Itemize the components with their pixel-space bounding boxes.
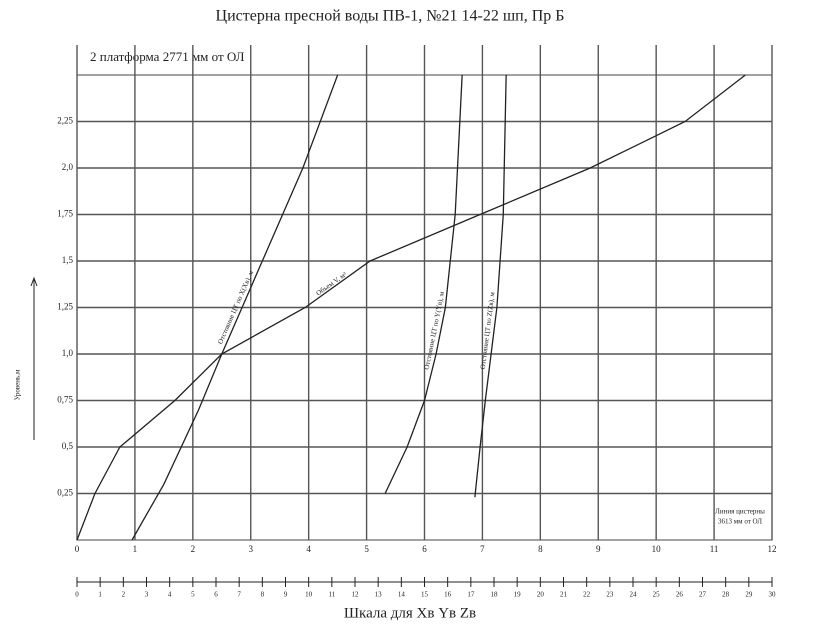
x2-tick-label: 19	[514, 591, 522, 599]
x-tick-label: 2	[191, 544, 196, 554]
x2-tick-label: 24	[630, 591, 638, 599]
x2-tick-label: 15	[421, 591, 429, 599]
x2-tick-label: 5	[191, 591, 195, 599]
x-tick-label: 8	[538, 544, 543, 554]
annotation: Линия цистерны	[715, 508, 765, 516]
x2-tick-label: 14	[398, 591, 406, 599]
x2-tick-label: 7	[237, 591, 241, 599]
x2-tick-label: 2	[122, 591, 126, 599]
x2-tick-label: 1	[98, 591, 102, 599]
x2-tick-label: 25	[653, 591, 661, 599]
y-tick-label: 1,5	[62, 255, 74, 265]
x2-tick-label: 30	[769, 591, 777, 599]
x-tick-label: 7	[480, 544, 485, 554]
y-tick-label: 2,25	[57, 116, 73, 126]
chart-title: Цистерна пресной воды ПВ-1, №21 14-22 шп…	[216, 8, 565, 25]
x2-tick-label: 18	[491, 591, 499, 599]
x-tick-label: 1	[133, 544, 138, 554]
x2-tick-label: 8	[261, 591, 265, 599]
x-tick-label: 6	[422, 544, 427, 554]
y-tick-label: 0,25	[57, 488, 73, 498]
x-tick-label: 12	[768, 544, 777, 554]
y-tick-label: 1,75	[57, 209, 73, 219]
x2-tick-label: 20	[537, 591, 545, 599]
x2-tick-label: 0	[75, 591, 79, 599]
x2-tick-label: 28	[722, 591, 730, 599]
annotation: 3613 мм от ОЛ	[718, 518, 762, 526]
y-tick-label: 1,0	[62, 348, 74, 358]
x2-tick-label: 6	[214, 591, 218, 599]
x-tick-label: 4	[306, 544, 311, 554]
x2-tick-label: 26	[676, 591, 684, 599]
x2-tick-label: 10	[305, 591, 313, 599]
series-line	[474, 74, 507, 498]
y-axis-label: Уровень,м	[14, 369, 22, 400]
x2-tick-label: 17	[467, 591, 475, 599]
y-tick-label: 1,25	[57, 302, 73, 312]
x2-tick-label: 9	[284, 591, 288, 599]
x2-tick-label: 11	[328, 591, 335, 599]
x2-tick-label: 13	[375, 591, 383, 599]
y-tick-label: 0,5	[62, 441, 74, 451]
x-tick-label: 11	[710, 544, 719, 554]
series-line	[131, 74, 339, 541]
x2-tick-label: 16	[444, 591, 452, 599]
x-tick-label: 9	[596, 544, 601, 554]
x2-tick-label: 29	[745, 591, 753, 599]
y-tick-label: 2,0	[62, 162, 74, 172]
x2-tick-label: 12	[352, 591, 360, 599]
chart-subtitle: 2 платформа 2771 мм от ОЛ	[90, 49, 245, 64]
x2-tick-label: 4	[168, 591, 172, 599]
x-tick-label: 5	[364, 544, 369, 554]
y-tick-label: 0,75	[57, 395, 73, 405]
y-axis-arrowhead	[30, 276, 38, 287]
series-line	[76, 74, 746, 541]
series-line	[384, 74, 463, 494]
x-tick-label: 0	[75, 544, 80, 554]
series-label: Объем V, м³	[315, 270, 349, 297]
x2-tick-label: 27	[699, 591, 707, 599]
x2-tick-label: 3	[145, 591, 149, 599]
x2-tick-label: 23	[606, 591, 614, 599]
x-tick-label: 3	[249, 544, 254, 554]
x2-tick-label: 21	[560, 591, 568, 599]
x2-axis-label: Шкала для Xв Yв Zв	[344, 605, 476, 621]
x2-tick-label: 22	[583, 591, 591, 599]
x-tick-label: 10	[652, 544, 662, 554]
